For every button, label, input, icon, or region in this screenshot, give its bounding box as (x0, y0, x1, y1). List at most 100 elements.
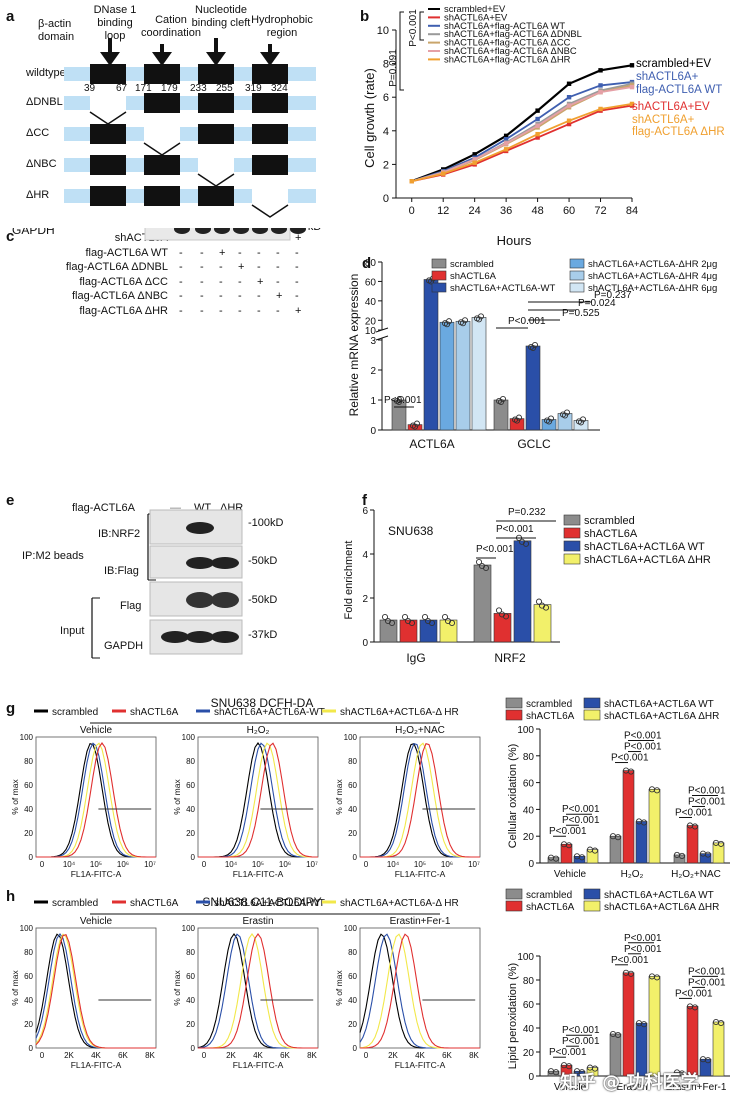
treatment-mark: - (257, 246, 261, 259)
data-point (566, 118, 572, 123)
series-line (411, 64, 633, 183)
y-tick-label: 8 (383, 59, 389, 71)
e-blot-label-1: IB:NRF2 (98, 528, 141, 540)
construct-cc (64, 124, 316, 156)
y-tick-label: 80 (348, 948, 357, 957)
y-tick-label: 100 (182, 733, 196, 742)
construct-nbc (64, 155, 316, 187)
data-point (629, 63, 635, 68)
x-tick-label: 8K (145, 1051, 155, 1060)
bar (513, 540, 532, 643)
p-value: P<0.001 (624, 944, 662, 955)
bar (686, 825, 699, 864)
p-value: P<0.001 (408, 9, 419, 47)
construct-label-nbc: ΔNBC (26, 158, 57, 170)
bar (471, 317, 487, 431)
data-point (535, 135, 540, 140)
blot-band (252, 228, 268, 234)
replicate-point (717, 840, 725, 847)
y-tick-label: 40 (523, 805, 535, 816)
replicate-point (614, 1031, 622, 1039)
plot-title: Erastin (242, 916, 273, 927)
y-axis-label: % of max (334, 970, 344, 1006)
treatment-row-label: flag-ACTL6A ΔDNBL (65, 261, 168, 273)
y-tick-label: 100 (20, 924, 34, 933)
p-value: P<0.001 (688, 966, 726, 977)
residue-171: 171 (135, 83, 152, 94)
series-end-label: scrambled+EV (636, 58, 711, 70)
replicate-point (591, 1065, 599, 1072)
replicate-point (547, 415, 555, 422)
x-tick-label: 24 (469, 205, 481, 217)
y-tick-label: 20 (186, 829, 195, 838)
y-axis-label: Cell growth (rate) (362, 68, 377, 168)
x-tick-label: 10⁶ (117, 860, 129, 869)
arrow-icon (206, 52, 226, 66)
replicate-point (565, 1063, 573, 1070)
bar (439, 321, 455, 431)
replicate-point (477, 313, 485, 320)
treatment-mark: - (276, 246, 280, 259)
y-tick-label: 2 (370, 366, 376, 377)
construct-wildtype (64, 64, 316, 84)
p-value: P<0.001 (384, 395, 422, 406)
data-point (535, 123, 540, 128)
x-axis-label: FL1A-FITC-A (233, 1060, 284, 1070)
treatment-mark: - (179, 275, 183, 288)
data-point (409, 179, 414, 184)
replicate-point (614, 834, 622, 841)
x-axis-label: FL1A-FITC-A (395, 1060, 446, 1070)
histogram-curve (360, 743, 480, 858)
y-axis-label: Cellular oxidation (%) (507, 744, 519, 849)
data-point (472, 152, 477, 157)
group-label: ACTL6A (409, 437, 454, 451)
plot-title: Vehicle (80, 916, 113, 927)
data-point (598, 106, 603, 112)
legend-label: shACTL6A (450, 271, 497, 282)
replicate-point (498, 611, 506, 618)
y-tick-label: 60 (523, 779, 535, 790)
bar (533, 604, 552, 643)
treatment-mark: - (238, 290, 242, 302)
replicate-point (404, 617, 412, 625)
p-value: P<0.001 (562, 804, 600, 815)
y-tick-label: 80 (24, 948, 33, 957)
panel-letter-c: c (6, 228, 15, 245)
x-tick-label: 12 (437, 205, 449, 217)
replicate-point (499, 395, 507, 403)
y-axis-label: % of max (10, 970, 20, 1006)
y-tick-label: 40 (24, 996, 33, 1005)
replicate-point (578, 1069, 586, 1076)
x-tick-label: 36 (500, 205, 512, 217)
legend-swatch (563, 514, 581, 526)
p-value: P<0.001 (508, 316, 546, 327)
replicate-point (552, 855, 560, 862)
e-header-label: flag-ACTL6A (72, 502, 135, 514)
x-tick-label: 4K (91, 1051, 101, 1060)
residue-39: 39 (84, 83, 96, 94)
construct-label-hr: ΔHR (26, 189, 50, 201)
x-tick-label: 0 (202, 860, 207, 869)
series-line (411, 86, 633, 183)
legend-label: shACTL6A+flag-ACTL6A ΔHR (444, 53, 571, 64)
residue-324: 324 (271, 83, 288, 94)
y-tick-label: 40 (523, 1024, 535, 1035)
e-kd-2: -50kD (248, 555, 278, 567)
y-tick-label: 40 (348, 996, 357, 1005)
flow-histograms-g: SNU638 DCFH-DA scrambled shACTL6A shACTL6A+… (10, 696, 481, 879)
y-tick-label: 40 (24, 805, 33, 814)
x-axis-label: FL1A-FITC-A (233, 869, 284, 879)
histogram-curve (198, 742, 318, 858)
panel-title: SNU638 DCFH-DA (211, 696, 314, 710)
p-value: P<0.001 (549, 1047, 587, 1058)
y-axis-label: Relative mRNA expression (347, 274, 361, 417)
treatment-mark: - (295, 290, 299, 302)
group-label: Erastin (616, 1082, 647, 1093)
group-label: H₂O₂+NAC (671, 869, 721, 880)
construct-label-cc: ΔCC (26, 127, 50, 139)
bar (525, 345, 541, 431)
legend-label: scrambled (584, 515, 635, 527)
y-tick-label: 20 (24, 829, 33, 838)
legend-label: shACTL6A (130, 707, 179, 718)
